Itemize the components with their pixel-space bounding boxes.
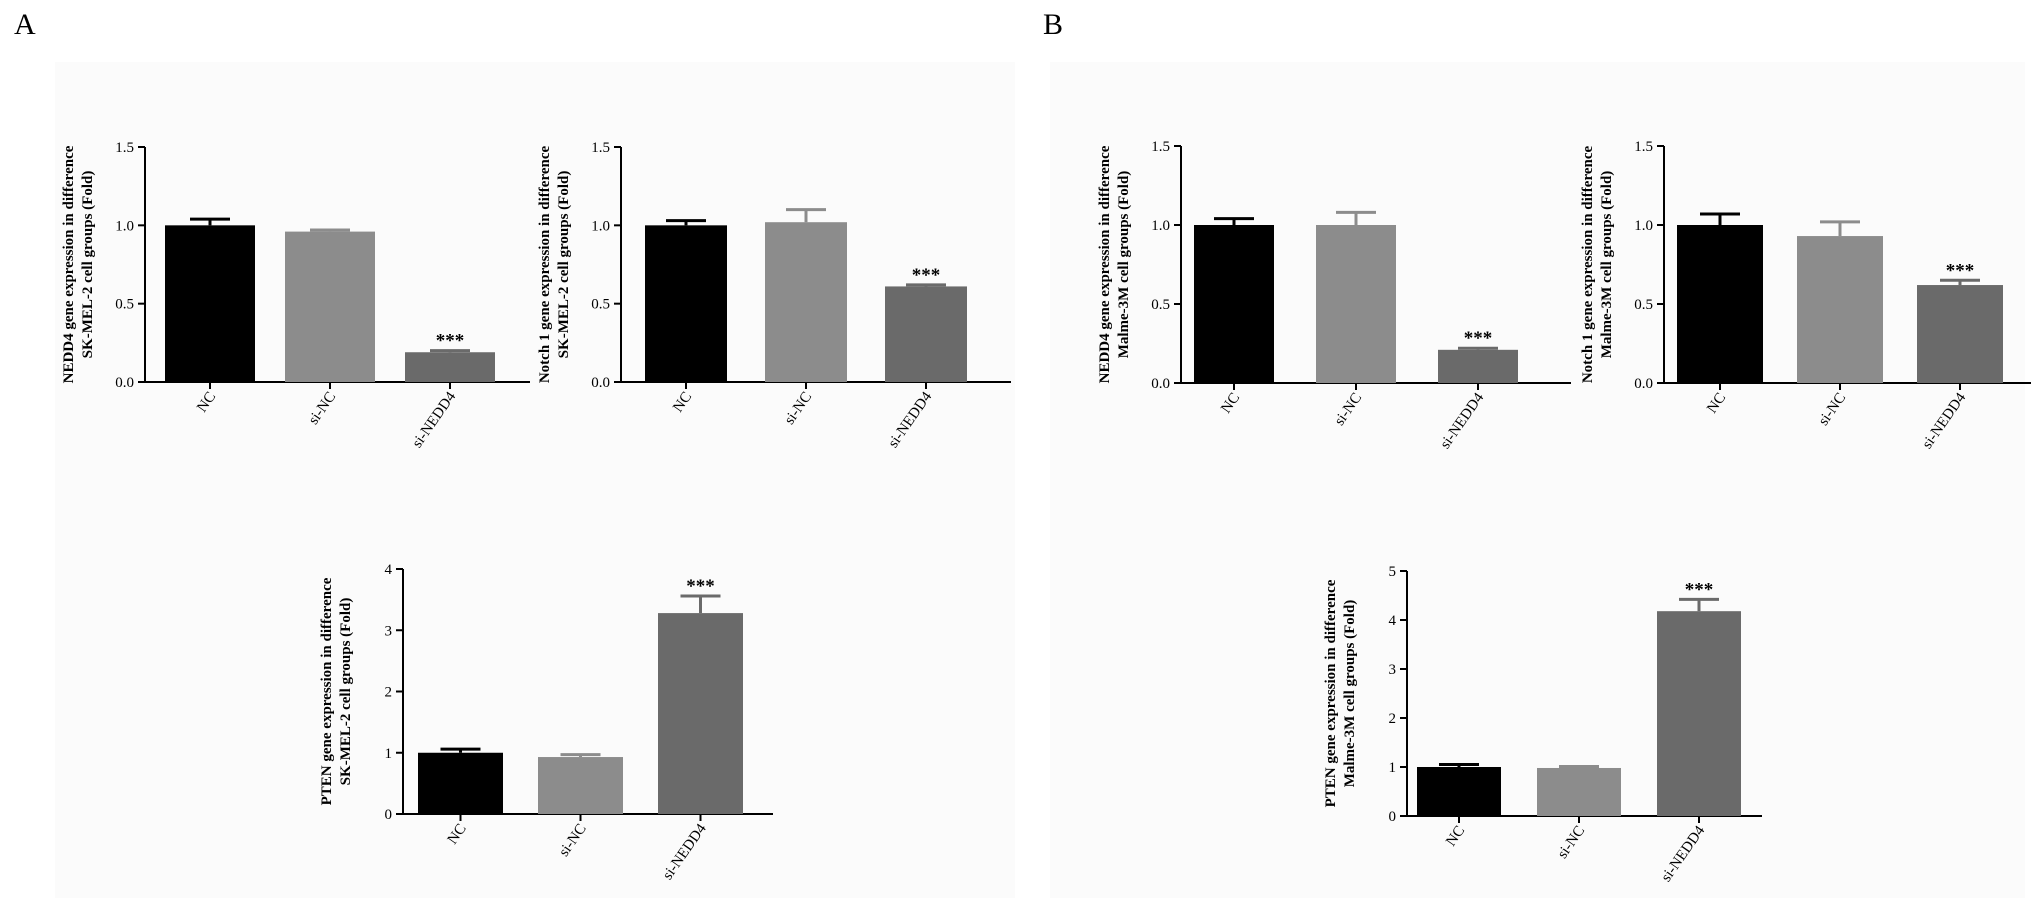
bar-si-nc <box>1537 767 1621 816</box>
bar-si-nc <box>538 757 623 814</box>
significance-label: *** <box>1464 328 1493 349</box>
significance-label: *** <box>1946 260 1975 281</box>
y-tick-label: 4 <box>385 562 393 578</box>
bar-nc <box>418 752 503 814</box>
significance-label: *** <box>912 265 941 286</box>
y-tick-label: 0.5 <box>115 297 134 313</box>
plot-group: 0.0 0.5 1.0 1.5 Notch 1 gene expression in d… <box>537 140 1011 451</box>
bar-nc <box>1677 225 1763 383</box>
y-axis-label: NEDD4 gene expression in difference Malme… <box>1097 145 1132 383</box>
y-tick-label: 1.0 <box>591 218 610 234</box>
y-axis-label-line: Malme-3M cell groups (Fold) <box>1116 171 1132 359</box>
y-axis-label-line: Malme-3M cell groups (Fold) <box>1599 171 1615 359</box>
y-axis-label-line: SK-MEL-2 cell groups (Fold) <box>80 171 96 359</box>
bar-si-nedd4 <box>1917 285 2003 383</box>
x-tick-label: NC <box>1443 823 1468 849</box>
y-axis-label: PTEN gene expression in difference Malme-… <box>1323 579 1358 807</box>
y-tick-label: 1 <box>385 746 393 762</box>
y-tick-label: 2 <box>385 685 393 701</box>
y-axis-label-line: SK-MEL-2 cell groups (Fold) <box>556 171 572 359</box>
plot-group: 0 1 2 3 4 5 PTEN gene expression in difference… <box>1323 564 1762 885</box>
significance-label: *** <box>686 576 715 597</box>
bar-nc <box>1417 767 1501 816</box>
y-tick-label: 1.5 <box>1634 139 1653 155</box>
y-axis-label-line: Notch 1 gene expression in difference <box>537 145 553 383</box>
y-axis-label-line: NEDD4 gene expression in difference <box>61 145 77 383</box>
bar-si-nedd4 <box>885 286 967 382</box>
bar-si-nc <box>1797 236 1883 383</box>
y-tick-label: 4 <box>1389 613 1397 629</box>
y-tick-label: 3 <box>1389 662 1397 678</box>
y-axis-label: PTEN gene expression in difference SK-MEL… <box>319 577 354 805</box>
y-tick-label: 0.0 <box>591 375 610 391</box>
y-tick-label: 1.5 <box>115 140 134 156</box>
y-tick-label: 1 <box>1389 760 1397 776</box>
y-axis-label: Notch 1 gene expression in difference Mal… <box>1580 145 1615 383</box>
y-tick-label: 1.0 <box>115 218 134 234</box>
y-tick-label: 0.0 <box>1634 376 1653 392</box>
y-tick-label: 0 <box>1389 809 1397 825</box>
bar-nc <box>165 225 255 382</box>
y-axis-label-line: PTEN gene expression in difference <box>319 577 335 805</box>
y-tick-label: 3 <box>385 623 393 639</box>
y-tick-label: 1.0 <box>1634 218 1653 234</box>
y-tick-label: 2 <box>1389 711 1397 727</box>
y-tick-label: 5 <box>1389 564 1397 580</box>
y-axis-label-line: Malme-3M cell groups (Fold) <box>1342 600 1358 788</box>
y-tick-label: 0 <box>385 807 393 823</box>
bar-si-nedd4 <box>1438 349 1518 383</box>
y-axis-label: NEDD4 gene expression in difference SK-ME… <box>61 145 96 383</box>
panel-b-background <box>1050 62 2025 898</box>
y-tick-label: 1.5 <box>591 140 610 156</box>
y-tick-label: 1.5 <box>1151 139 1170 155</box>
bar-si-nc <box>285 231 375 382</box>
y-tick-label: 1.0 <box>1151 218 1170 234</box>
y-tick-label: 0.5 <box>1634 297 1653 313</box>
y-axis-label-line: PTEN gene expression in difference <box>1323 579 1339 807</box>
bar-si-nedd4 <box>658 613 743 814</box>
plot-group: 0.0 0.5 1.0 1.5 NEDD4 gene expression in dif… <box>1097 139 1571 452</box>
y-axis-label-line: NEDD4 gene expression in difference <box>1097 145 1113 383</box>
y-axis-label: Notch 1 gene expression in difference SK-… <box>537 145 572 383</box>
bar-nc <box>645 225 727 382</box>
x-tick-label: si-NC <box>1555 823 1589 862</box>
y-tick-label: 0.0 <box>115 375 134 391</box>
panel-a-background <box>55 62 1015 898</box>
y-tick-label: 0.5 <box>1151 297 1170 313</box>
y-tick-label: 0.5 <box>591 297 610 313</box>
panel-letter-a: A <box>14 8 36 41</box>
bar-si-nc <box>765 222 847 382</box>
x-tick-label: si-NEDD4 <box>1658 823 1708 885</box>
bar-si-nedd4 <box>1657 611 1741 816</box>
y-axis-label-line: Notch 1 gene expression in difference <box>1580 145 1596 383</box>
y-tick-label: 0.0 <box>1151 376 1170 392</box>
panel-letter-b: B <box>1043 8 1064 41</box>
y-axis-label-line: SK-MEL-2 cell groups (Fold) <box>338 598 354 786</box>
bar-si-nc <box>1316 225 1396 383</box>
bar-si-nedd4 <box>405 352 495 382</box>
significance-label: *** <box>436 331 465 352</box>
bar-nc <box>1194 225 1274 383</box>
significance-label: *** <box>1685 579 1714 600</box>
